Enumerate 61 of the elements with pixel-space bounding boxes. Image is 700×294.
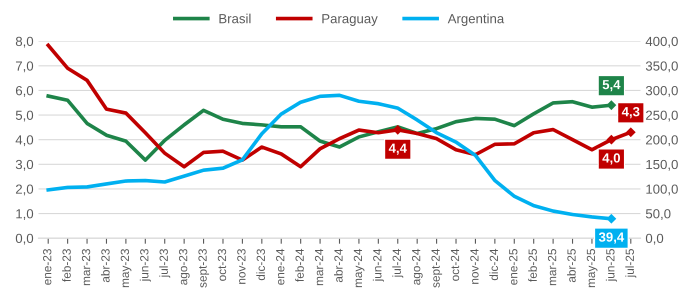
y-tick-label: 1,0 xyxy=(16,209,34,220)
x-tick-label: nov-23 xyxy=(237,249,246,284)
x-tick-label: mar-23 xyxy=(82,249,90,286)
x-tick-label: mar-25 xyxy=(548,249,556,286)
y-tick-label: 8,0 xyxy=(16,36,34,48)
x-tick-label: sept-24 xyxy=(431,248,442,288)
x-tick-label: abr-24 xyxy=(334,248,343,282)
point xyxy=(393,125,402,134)
y-tick-label: 4,0 xyxy=(16,135,34,146)
y2-tick-label: 300,0 xyxy=(646,86,678,97)
y-tick-label: 6,0 xyxy=(16,86,34,97)
x-tick-label: jun-25 xyxy=(606,249,617,282)
x-tick-label: oct-23 xyxy=(218,249,226,281)
y-tick-label: 7,0 xyxy=(16,61,34,72)
x-tick-label: feb-24 xyxy=(295,248,304,282)
y2-tick-label: 400,0 xyxy=(646,36,678,48)
data-label: 39,4 xyxy=(598,232,624,244)
data-label: 4,0 xyxy=(602,153,620,165)
x-tick-label: nov-24 xyxy=(470,248,479,284)
y-tick-label: 0,0 xyxy=(16,234,34,245)
x-tick-label: dic-23 xyxy=(256,249,265,280)
x-tick-label: ago-23 xyxy=(178,249,190,285)
x-tick-label: dic-24 xyxy=(489,248,498,280)
legend-label: Paraguay xyxy=(322,14,378,26)
data-label: 5,4 xyxy=(602,80,620,92)
x-tick-label: jun-23 xyxy=(140,249,151,282)
data-label: 4,4 xyxy=(388,144,407,155)
point xyxy=(606,100,616,110)
y2-tick-label: 350,0 xyxy=(646,61,678,72)
x-tick-label: abr-23 xyxy=(100,249,110,282)
y2-tick-label: 150,0 xyxy=(646,160,678,171)
point xyxy=(626,128,636,137)
point xyxy=(606,135,616,144)
y2-tick-label: 200,0 xyxy=(646,135,678,146)
y2-tick-label: 250,0 xyxy=(646,110,678,122)
x-tick-label: sept-23 xyxy=(198,249,210,288)
x-tick-label: may-23 xyxy=(120,249,132,288)
x-tick-label: jul-24 xyxy=(392,248,404,278)
y2-tick-label: 50,0 xyxy=(646,209,671,220)
x-tick-label: mar-24 xyxy=(314,248,324,286)
y-tick-label: 3,0 xyxy=(16,160,34,171)
y-tick-label: 5,0 xyxy=(16,110,34,122)
x-tick-label: feb-25 xyxy=(528,249,537,282)
x-tick-label: ene-23 xyxy=(43,249,52,285)
legend-label: Argentina xyxy=(448,14,504,26)
x-tick-label: may-24 xyxy=(354,248,364,288)
x-tick-label: may-25 xyxy=(586,249,598,288)
x-tick-label: jun-24 xyxy=(372,248,384,282)
x-tick-label: jul-23 xyxy=(159,249,170,278)
legend-label: Brasil xyxy=(219,14,250,24)
x-tick-label: oct-24 xyxy=(450,248,460,281)
y2-tick-label: 100,0 xyxy=(646,184,678,196)
y-tick-label: 2,0 xyxy=(16,184,34,196)
x-tick-label: ago-24 xyxy=(412,248,423,285)
x-tick-label: ene-24 xyxy=(276,248,284,285)
data-label: 4,3 xyxy=(622,107,640,118)
x-tick-label: jul-25 xyxy=(625,249,636,278)
x-tick-label: ene-25 xyxy=(509,249,518,285)
x-tick-label: feb-23 xyxy=(62,249,71,282)
y2-tick-label: 0,0 xyxy=(646,234,664,245)
x-tick-label: abr-25 xyxy=(567,249,576,282)
